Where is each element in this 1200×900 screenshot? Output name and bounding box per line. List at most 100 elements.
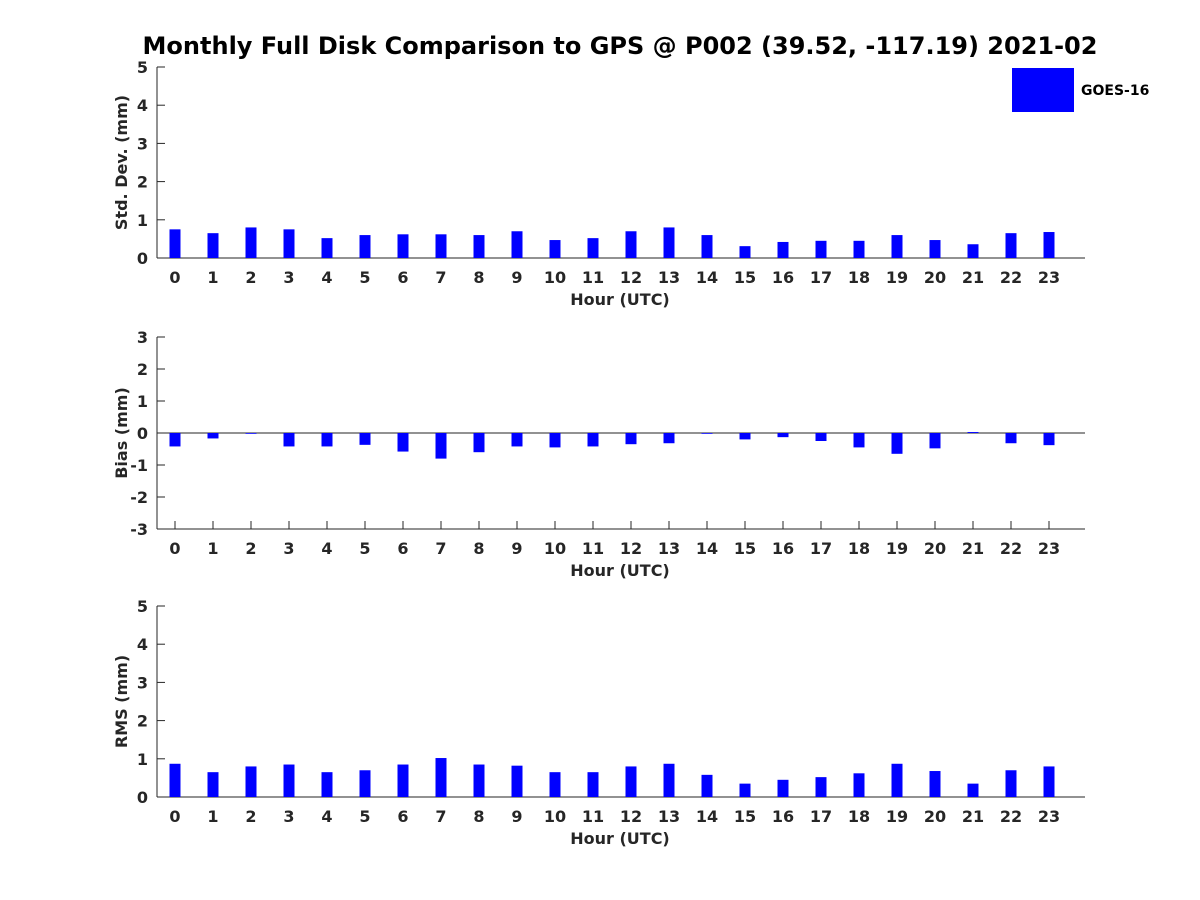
- x-tick-label: 13: [658, 268, 680, 287]
- bar-hour-11: [587, 772, 599, 797]
- y-tick-label: 3: [137, 134, 148, 153]
- x-tick-label: 1: [207, 268, 218, 287]
- x-tick-label: 7: [435, 539, 446, 558]
- bar-hour-22: [1005, 233, 1017, 258]
- x-tick-label: 6: [397, 268, 408, 287]
- bar-hour-6: [397, 234, 409, 258]
- bar-hour-21: [967, 432, 979, 433]
- x-tick-label: 2: [245, 268, 256, 287]
- bar-hour-5: [359, 433, 371, 445]
- x-tick-label: 4: [321, 539, 332, 558]
- x-tick-label: 9: [511, 807, 522, 826]
- x-tick-label: 0: [169, 268, 180, 287]
- x-tick-label: 10: [544, 807, 566, 826]
- x-tick-label: 11: [582, 807, 604, 826]
- y-tick-label: 3: [137, 328, 148, 347]
- y-tick-label: 2: [137, 360, 148, 379]
- x-tick-label: 3: [283, 268, 294, 287]
- x-tick-label: 11: [582, 539, 604, 558]
- x-tick-label: 9: [511, 539, 522, 558]
- x-tick-label: 15: [734, 268, 756, 287]
- y-tick-label: 4: [137, 96, 148, 115]
- bar-hour-22: [1005, 770, 1017, 797]
- bar-hour-3: [283, 764, 295, 797]
- bar-hour-14: [701, 774, 713, 797]
- bar-hour-20: [929, 240, 941, 258]
- bar-hour-0: [169, 763, 181, 797]
- y-tick-label: 0: [137, 424, 148, 443]
- y-tick-label: 5: [137, 58, 148, 77]
- x-tick-label: 16: [772, 539, 794, 558]
- x-tick-label: 21: [962, 807, 984, 826]
- x-tick-label: 0: [169, 807, 180, 826]
- bar-hour-3: [283, 433, 295, 447]
- bar-hour-23: [1043, 232, 1055, 258]
- x-tick-label: 22: [1000, 268, 1022, 287]
- x-tick-label: 23: [1038, 539, 1060, 558]
- bar-hour-9: [511, 433, 523, 447]
- x-tick-label: 4: [321, 807, 332, 826]
- x-tick-label: 8: [473, 807, 484, 826]
- bar-hour-21: [967, 783, 979, 797]
- y-axis-label: Std. Dev. (mm): [112, 95, 131, 230]
- bar-hour-4: [321, 433, 333, 447]
- bar-hour-16: [777, 779, 789, 797]
- y-tick-label: 0: [137, 249, 148, 268]
- x-tick-label: 18: [848, 539, 870, 558]
- x-tick-label: 16: [772, 268, 794, 287]
- bar-hour-2: [245, 433, 257, 434]
- bar-hour-15: [739, 433, 751, 440]
- bar-hour-20: [929, 771, 941, 797]
- y-tick-label: 0: [137, 788, 148, 807]
- bar-hour-5: [359, 235, 371, 258]
- bar-hour-17: [815, 777, 827, 797]
- x-tick-label: 18: [848, 268, 870, 287]
- bar-hour-7: [435, 234, 447, 258]
- bar-hour-9: [511, 231, 523, 258]
- bar-hour-18: [853, 773, 865, 797]
- x-tick-label: 21: [962, 539, 984, 558]
- x-tick-label: 23: [1038, 268, 1060, 287]
- bar-hour-9: [511, 765, 523, 797]
- bar-hour-8: [473, 235, 485, 258]
- bar-hour-13: [663, 763, 675, 797]
- x-tick-label: 10: [544, 268, 566, 287]
- legend: GOES-16: [1012, 68, 1149, 112]
- bar-hour-23: [1043, 766, 1055, 797]
- bar-hour-17: [815, 240, 827, 258]
- bar-hour-14: [701, 433, 713, 434]
- bar-hour-2: [245, 766, 257, 797]
- legend-swatch: [1012, 68, 1074, 112]
- bar-hour-19: [891, 763, 903, 797]
- bar-hour-16: [777, 241, 789, 258]
- x-tick-label: 6: [397, 539, 408, 558]
- bar-hour-12: [625, 231, 637, 258]
- x-tick-label: 15: [734, 539, 756, 558]
- y-tick-label: 2: [137, 173, 148, 192]
- x-tick-label: 4: [321, 268, 332, 287]
- bar-hour-17: [815, 433, 827, 441]
- x-tick-label: 18: [848, 807, 870, 826]
- x-tick-label: 22: [1000, 539, 1022, 558]
- y-axis-label: RMS (mm): [112, 655, 131, 748]
- y-tick-label: 1: [137, 211, 148, 230]
- bar-hour-11: [587, 433, 599, 447]
- x-tick-label: 13: [658, 807, 680, 826]
- bar-hour-5: [359, 770, 371, 797]
- x-tick-label: 7: [435, 807, 446, 826]
- x-tick-label: 20: [924, 268, 946, 287]
- x-tick-label: 1: [207, 807, 218, 826]
- x-tick-label: 13: [658, 539, 680, 558]
- x-tick-label: 2: [245, 539, 256, 558]
- x-tick-label: 14: [696, 807, 718, 826]
- bar-hour-22: [1005, 433, 1017, 444]
- x-tick-label: 14: [696, 539, 718, 558]
- x-tick-label: 14: [696, 268, 718, 287]
- bar-hour-1: [207, 233, 219, 258]
- x-tick-label: 5: [359, 539, 370, 558]
- x-tick-label: 12: [620, 268, 642, 287]
- bar-hour-7: [435, 758, 447, 797]
